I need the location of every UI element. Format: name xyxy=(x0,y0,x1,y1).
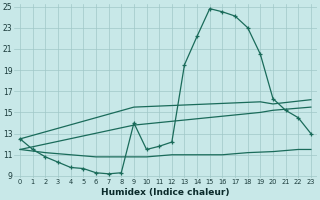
X-axis label: Humidex (Indice chaleur): Humidex (Indice chaleur) xyxy=(101,188,230,197)
